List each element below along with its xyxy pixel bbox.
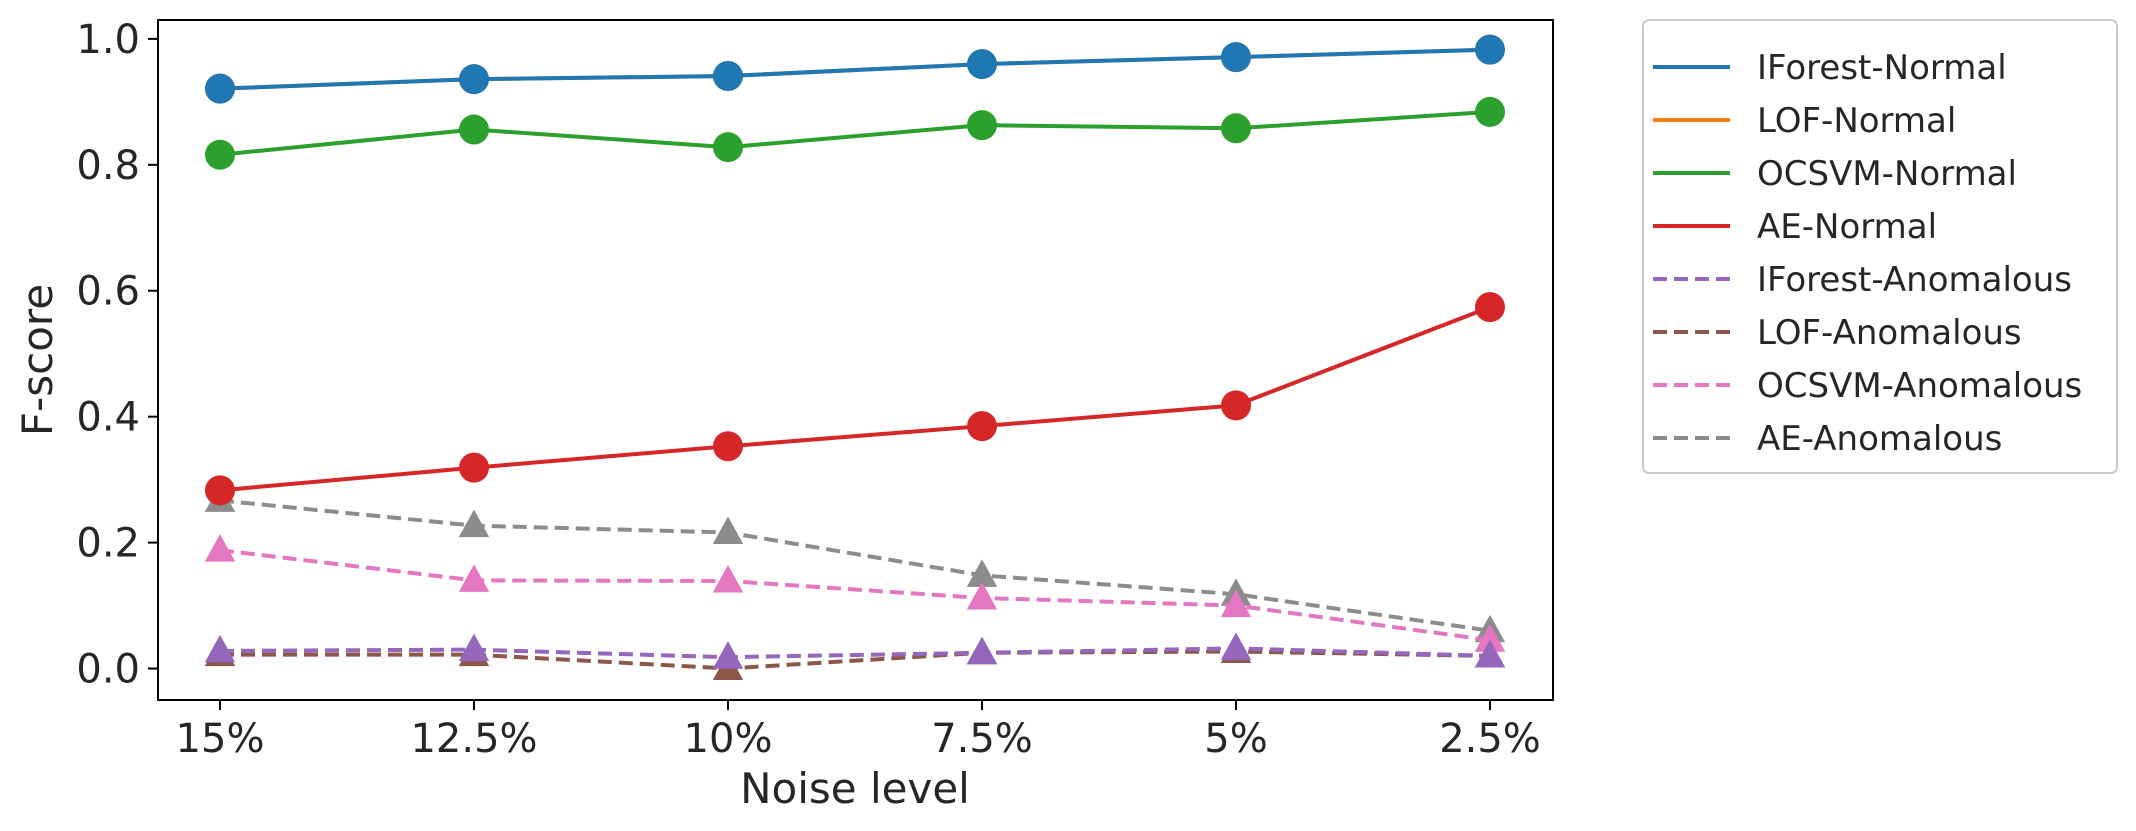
series-line xyxy=(219,109,1491,157)
data-point xyxy=(1221,390,1251,421)
legend-label: IForest-Normal xyxy=(1757,48,2007,88)
series-ocsvm-anomalous xyxy=(204,534,1506,652)
series-line xyxy=(219,548,1491,643)
data-point xyxy=(967,411,997,442)
legend-item-lof-anomalous: LOF-Anomalous xyxy=(1653,313,2022,353)
data-point xyxy=(1221,113,1251,144)
data-point xyxy=(205,139,235,170)
y-tick-label: 1.0 xyxy=(76,17,140,63)
data-point xyxy=(1220,632,1252,660)
y-tick-label: 0.2 xyxy=(76,521,140,567)
series-ae-anomalous xyxy=(204,484,1506,643)
data-point xyxy=(459,64,489,95)
x-tick-label: 12.5% xyxy=(410,716,537,762)
series-line xyxy=(219,646,1491,660)
data-point xyxy=(1474,624,1506,652)
data-point xyxy=(1474,639,1506,668)
plot-frame xyxy=(157,19,1554,701)
legend-item-ocsvm-anomalous: OCSVM-Anomalous xyxy=(1653,366,2082,406)
x-tick-label: 10% xyxy=(684,716,773,762)
x-axis: 15% 12.5% 10% 7.5% 5% 2.5% xyxy=(176,700,1541,762)
legend: IForest-Normal LOF-Normal OCSVM-Normal AE-N… xyxy=(1642,19,2118,474)
data-point xyxy=(967,110,997,141)
x-tick-label: 2.5% xyxy=(1439,716,1541,762)
legend-label: AE-Anomalous xyxy=(1757,419,2002,459)
y-tick-label: 0.6 xyxy=(76,269,140,315)
series-line xyxy=(219,498,1491,633)
legend-label: LOF-Anomalous xyxy=(1757,313,2022,353)
legend-item-ocsvm-normal: OCSVM-Normal xyxy=(1653,154,2017,194)
data-point xyxy=(204,534,236,562)
legend-item-iforest-normal: IForest-Normal xyxy=(1653,48,2007,88)
legend-label: OCSVM-Normal xyxy=(1757,154,2017,194)
data-point xyxy=(1221,42,1251,73)
data-point xyxy=(459,452,489,483)
data-point xyxy=(1475,34,1505,65)
y-tick-label: 0.0 xyxy=(76,647,140,693)
series-line xyxy=(219,305,1491,493)
y-axis-label: F-score xyxy=(13,284,62,436)
data-point xyxy=(712,565,744,593)
data-point xyxy=(459,114,489,145)
legend-item-ae-anomalous: AE-Anomalous xyxy=(1653,419,2002,459)
data-point xyxy=(713,132,743,163)
data-point xyxy=(1475,96,1505,127)
data-point xyxy=(713,61,743,92)
series-line xyxy=(219,47,1491,91)
data-point xyxy=(966,582,998,610)
x-tick-label: 5% xyxy=(1204,716,1267,762)
legend-label: OCSVM-Anomalous xyxy=(1757,366,2082,406)
series-iforest-normal xyxy=(205,34,1505,104)
series-ocsvm-normal xyxy=(205,96,1505,170)
data-point xyxy=(205,475,235,506)
series-layer xyxy=(204,34,1506,681)
legend-label: LOF-Normal xyxy=(1757,101,1956,141)
y-axis: 0.0 0.2 0.4 0.6 0.8 1.0 xyxy=(76,17,158,693)
data-point xyxy=(458,633,490,662)
y-tick-label: 0.8 xyxy=(76,143,140,189)
series-iforest-anomalous xyxy=(204,632,1506,669)
data-point xyxy=(1220,589,1252,618)
series-lof-anomalous xyxy=(204,635,1506,681)
legend-item-lof-normal: LOF-Normal xyxy=(1653,101,1956,141)
data-point xyxy=(966,636,998,665)
data-point xyxy=(966,559,998,587)
x-tick-label: 15% xyxy=(176,716,265,762)
series-line xyxy=(220,649,1491,671)
legend-label: AE-Normal xyxy=(1757,207,1937,247)
legend-box xyxy=(1642,19,2118,474)
y-tick-label: 0.4 xyxy=(76,395,140,441)
data-point xyxy=(713,431,743,462)
data-point xyxy=(1475,292,1505,323)
data-point xyxy=(967,49,997,80)
series-ae-normal xyxy=(205,292,1505,506)
legend-item-ae-normal: AE-Normal xyxy=(1653,207,1937,247)
data-point xyxy=(712,516,744,545)
x-tick-label: 7.5% xyxy=(931,716,1033,762)
legend-label: IForest-Anomalous xyxy=(1757,260,2072,300)
data-point xyxy=(458,564,490,592)
data-point xyxy=(458,509,490,538)
data-point xyxy=(712,641,744,669)
x-axis-label: Noise level xyxy=(740,764,970,813)
data-point xyxy=(205,73,235,104)
data-point xyxy=(204,634,236,663)
legend-item-iforest-anomalous: IForest-Anomalous xyxy=(1653,260,2072,300)
